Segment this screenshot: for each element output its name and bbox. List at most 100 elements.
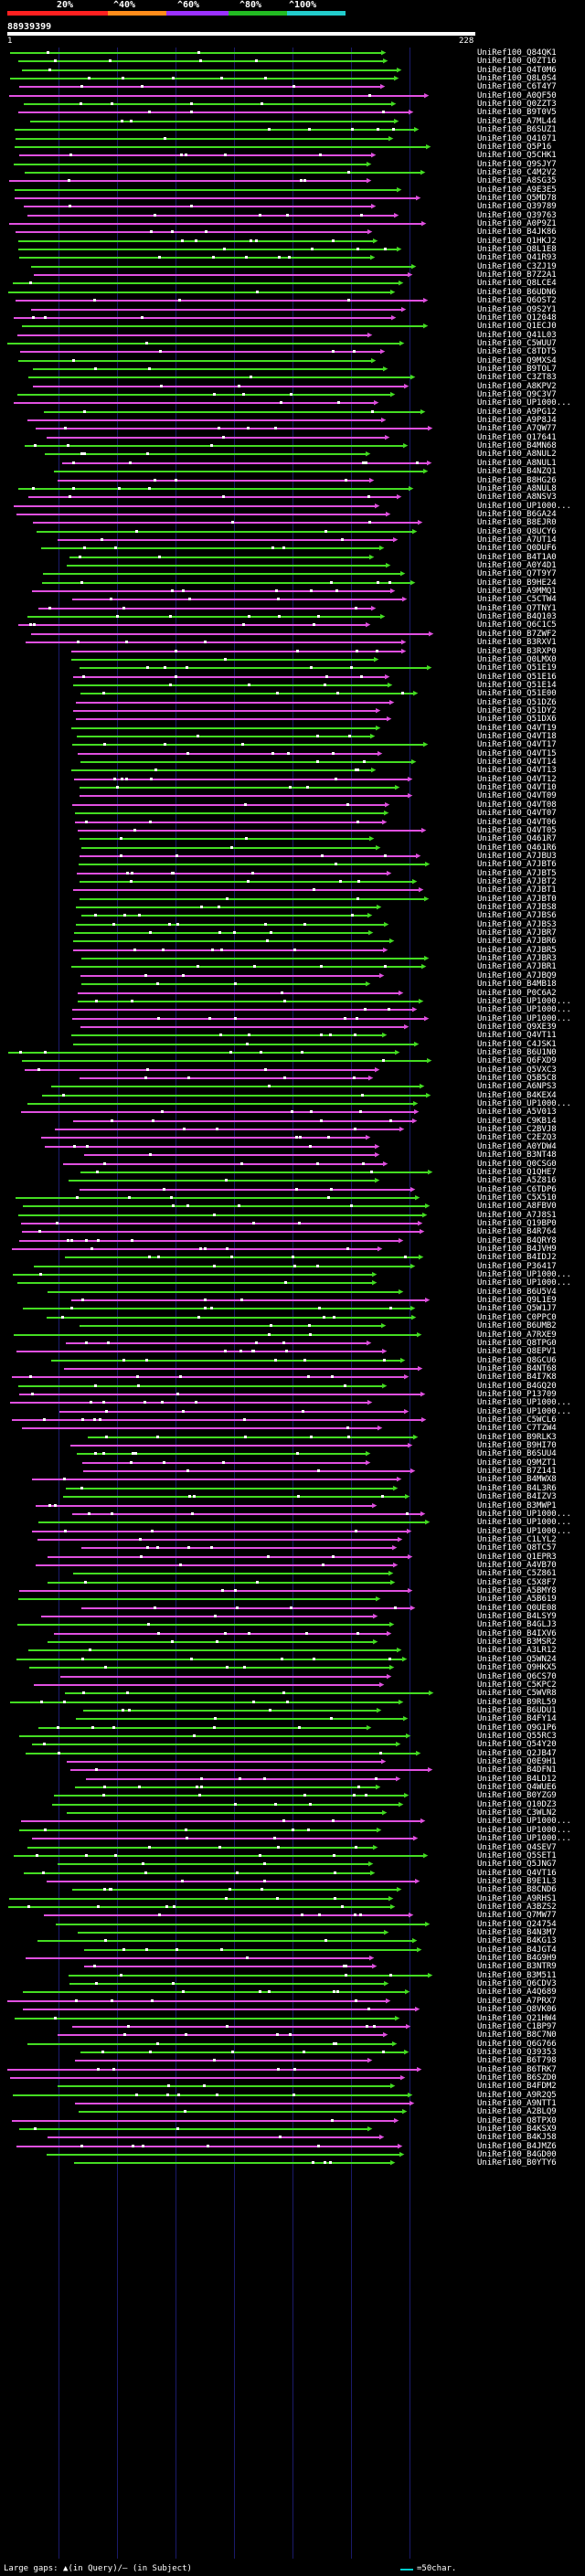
hit-bar[interactable] — [71, 769, 371, 772]
hit-label[interactable]: UniRef100_Q8GCU6 — [477, 1355, 557, 1365]
hit-row[interactable]: ▶ UniRef100_B4IDJ2 — [0, 1253, 585, 1262]
hit-row[interactable]: ▶ UniRef100_A8NUL1 — [0, 459, 585, 468]
hit-row[interactable]: ▶ UniRef100_B3NTR9 — [0, 1962, 585, 1971]
hit-label[interactable]: UniRef100_A9NTT1 — [477, 2099, 557, 2108]
hit-label[interactable]: UniRef100_B3M511 — [477, 1970, 557, 1980]
hit-row[interactable]: ▶ UniRef100_Q84QK1 — [0, 48, 585, 58]
hit-row[interactable]: ▶ UniRef100_B4G9H9 — [0, 1954, 585, 1963]
hit-row[interactable]: ▶ UniRef100_Q19BP0 — [0, 1219, 585, 1228]
hit-bar[interactable] — [74, 778, 408, 780]
hit-bar[interactable] — [52, 1803, 399, 1806]
hit-bar[interactable] — [12, 1419, 421, 1421]
hit-label[interactable]: UniRef100_B6TRK7 — [477, 2064, 557, 2074]
hit-row[interactable]: ▶ UniRef100_Q6CDV3 — [0, 1979, 585, 1988]
hit-label[interactable]: UniRef100_A9PG12 — [477, 407, 557, 417]
hit-bar[interactable] — [69, 1180, 375, 1182]
hit-row[interactable]: ▶ UniRef100_B4MWX8 — [0, 1475, 585, 1484]
hit-row[interactable]: ▶ UniRef100_C0PPC0 — [0, 1313, 585, 1322]
hit-bar[interactable] — [71, 658, 374, 661]
hit-row[interactable]: ▶ UniRef100_Q8TPX0 — [0, 2116, 585, 2125]
hit-label[interactable]: UniRef100_C4JSK1 — [477, 1039, 557, 1049]
hit-row[interactable]: ▶ UniRef100_A0QF50 — [0, 91, 585, 101]
hit-row[interactable]: ▶ UniRef100_A8KPV2 — [0, 382, 585, 391]
hit-bar[interactable] — [16, 231, 367, 234]
hit-bar[interactable] — [7, 342, 399, 345]
hit-label[interactable]: UniRef100_Q461R6 — [477, 843, 557, 853]
hit-row[interactable]: ▶ UniRef100_A2BLQ9 — [0, 2107, 585, 2116]
hit-bar[interactable] — [29, 1667, 389, 1670]
hit-bar[interactable] — [75, 2060, 367, 2062]
hit-row[interactable]: ▶ UniRef100_A9P8J4 — [0, 416, 585, 425]
hit-bar[interactable] — [27, 2042, 392, 2045]
hit-row[interactable]: ▶ UniRef100_P0C6A2 — [0, 989, 585, 998]
hit-label[interactable]: UniRef100_Q8LCE4 — [477, 279, 557, 289]
hit-bar[interactable] — [23, 1991, 405, 1994]
hit-row[interactable]: ▶ UniRef100_A4VB70 — [0, 1561, 585, 1570]
hit-bar[interactable] — [60, 1675, 387, 1678]
hit-row[interactable]: ▶ UniRef100_A7JBT1 — [0, 885, 585, 895]
hit-bar[interactable] — [58, 1863, 368, 1866]
hit-bar[interactable] — [47, 1880, 415, 1882]
hit-row[interactable]: ▶ UniRef100_B7Z2A1 — [0, 270, 585, 280]
hit-bar[interactable] — [19, 154, 371, 157]
hit-row[interactable]: ▶ UniRef100_C6T4Y7 — [0, 82, 585, 91]
hit-bar[interactable] — [73, 1043, 414, 1045]
hit-bar[interactable] — [15, 129, 414, 132]
hit-row[interactable]: ▶ UniRef100_B3RXV1 — [0, 638, 585, 647]
hit-row[interactable]: ▶ UniRef100_A9E3E5 — [0, 186, 585, 195]
hit-bar[interactable] — [80, 1077, 368, 1079]
hit-bar[interactable] — [37, 1538, 398, 1541]
hit-bar[interactable] — [81, 958, 424, 960]
hit-bar[interactable] — [18, 249, 397, 251]
hit-bar[interactable] — [72, 1889, 397, 1892]
hit-label[interactable]: UniRef100_A7JBQ9 — [477, 970, 557, 981]
hit-row[interactable]: ▶ UniRef100_A7JBT6 — [0, 860, 585, 869]
hit-row[interactable]: ▶ UniRef100_B0YZG9 — [0, 1791, 585, 1800]
hit-label[interactable]: UniRef100_Q5W1J7 — [477, 1304, 557, 1314]
hit-label[interactable]: UniRef100_B6UDU1 — [477, 1705, 557, 1715]
hit-row[interactable]: ▶ UniRef100_Q51E19 — [0, 663, 585, 673]
hit-bar[interactable] — [72, 1017, 424, 1020]
hit-label[interactable]: UniRef100_Q4VT19 — [477, 723, 557, 733]
hit-label[interactable]: UniRef100_Q4SEV7 — [477, 1842, 557, 1852]
hit-row[interactable]: ▶ UniRef100_B4LD12 — [0, 1775, 585, 1784]
hit-row[interactable]: ▶ UniRef100_B4T1A0 — [0, 553, 585, 562]
hit-row[interactable]: ▶ UniRef100_C3WLN2 — [0, 1808, 585, 1818]
hit-row[interactable]: ▶ UniRef100_A3LR12 — [0, 1646, 585, 1655]
hit-label[interactable]: UniRef100_Q8TPG0 — [477, 1338, 557, 1348]
hit-label[interactable]: UniRef100_UP1000... — [477, 1005, 571, 1015]
hit-label[interactable]: UniRef100_A7PRX7 — [477, 1996, 557, 2006]
hit-label[interactable]: UniRef100_A5Z816 — [477, 1176, 557, 1186]
hit-bar[interactable] — [73, 684, 388, 686]
hit-row[interactable]: ▶ UniRef100_A7J8S1 — [0, 1211, 585, 1220]
hit-label[interactable]: UniRef100_C5WCL6 — [477, 1415, 557, 1425]
hit-label[interactable]: UniRef100_C5KPC2 — [477, 1680, 557, 1690]
hit-bar[interactable] — [21, 1820, 420, 1823]
hit-bar[interactable] — [72, 2025, 406, 2028]
hit-bar[interactable] — [51, 1086, 420, 1088]
hit-label[interactable]: UniRef100_B4NZQ1 — [477, 467, 557, 477]
hit-label[interactable]: UniRef100_Q4VT12 — [477, 774, 557, 784]
hit-row[interactable]: ▶ UniRef100_Q7T9Y7 — [0, 569, 585, 578]
hit-bar[interactable] — [76, 923, 384, 926]
hit-bar[interactable] — [84, 1966, 372, 1968]
hit-label[interactable]: UniRef100_Q4VT06 — [477, 817, 557, 827]
hit-bar[interactable] — [79, 864, 425, 866]
hit-label[interactable]: UniRef100_A8NSV3 — [477, 493, 557, 503]
hit-row[interactable]: ▶ UniRef100_Q51DX6 — [0, 715, 585, 724]
hit-label[interactable]: UniRef100_C5X510 — [477, 1193, 557, 1203]
hit-row[interactable]: ▶ UniRef100_B4FY14 — [0, 1714, 585, 1723]
hit-label[interactable]: UniRef100_Q9SJY7 — [477, 159, 557, 169]
hit-label[interactable]: UniRef100_Q9G1P6 — [477, 1723, 557, 1733]
hit-label[interactable]: UniRef100_B6U5V4 — [477, 1287, 557, 1297]
hit-label[interactable]: UniRef100_A9P8J4 — [477, 416, 557, 426]
hit-row[interactable]: ▶ UniRef100_Q39763 — [0, 211, 585, 220]
hit-bar[interactable] — [27, 1103, 413, 1106]
hit-bar[interactable] — [38, 1521, 425, 1524]
hit-row[interactable]: ▶ UniRef100_A8NUL2 — [0, 450, 585, 459]
hit-row[interactable]: ▶ UniRef100_A6NPS3 — [0, 1082, 585, 1091]
hit-bar[interactable] — [80, 2051, 404, 2053]
hit-label[interactable]: UniRef100_C3ZT83 — [477, 373, 557, 383]
hit-bar[interactable] — [84, 1154, 375, 1157]
hit-row[interactable]: ▶ UniRef100_B9HI70 — [0, 1441, 585, 1450]
